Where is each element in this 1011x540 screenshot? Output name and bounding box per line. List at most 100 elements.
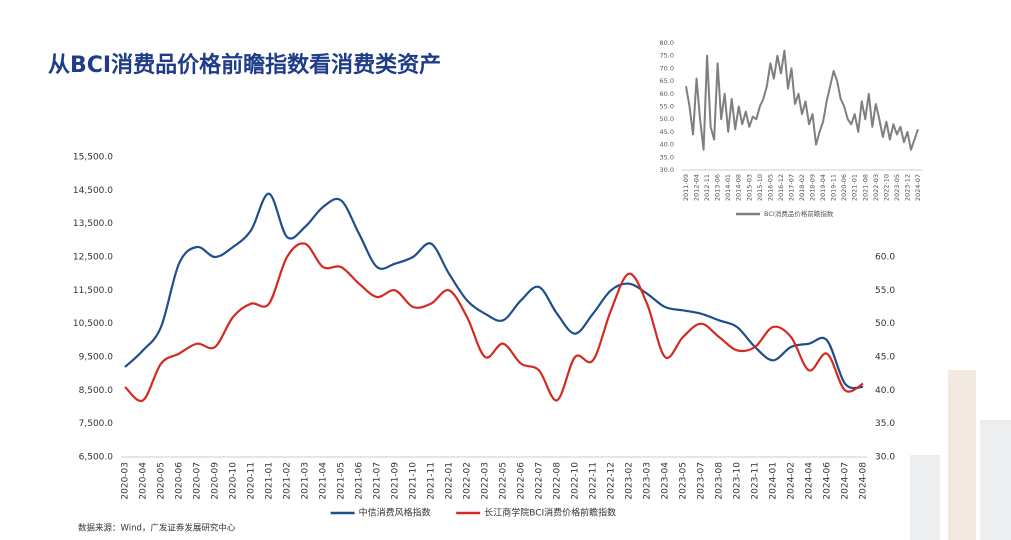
x-tick-label: 2021-01	[265, 462, 275, 500]
data-line	[124, 192, 864, 390]
y-tick-label: 45.0	[660, 128, 674, 136]
y-tick-label: 55.0	[660, 103, 674, 111]
y-tick-label: 9,500.0	[79, 353, 114, 363]
x-tick-label: 2023-12	[903, 174, 911, 201]
legend-label: 中信消费风格指数	[359, 507, 431, 519]
x-tick-label: 2022-07	[535, 462, 545, 500]
x-tick-label: 2022-12	[607, 462, 617, 500]
y-tick-label: 7,500.0	[79, 419, 114, 429]
x-tick-label: 2022-06	[517, 462, 527, 500]
x-tick-label: 2021-01	[851, 174, 859, 201]
x-tick-label: 2020-09	[211, 462, 221, 500]
y-tick-label: 35.0	[660, 153, 674, 161]
x-tick-label: 2022-05	[499, 462, 509, 500]
x-tick-label: 2016-05	[766, 174, 774, 201]
x-tick-label: 2023-05	[893, 174, 901, 201]
x-tick-label: 2020-06	[175, 462, 185, 500]
x-tick-label: 2021-03	[301, 462, 311, 500]
x-tick-label: 2012-04	[693, 174, 701, 201]
y2-tick-label: 45.0	[875, 353, 895, 363]
y-tick-label: 6,500.0	[79, 453, 114, 463]
y2-tick-label: 60.0	[875, 253, 895, 263]
x-tick-label: 2018-02	[798, 174, 806, 201]
x-tick-label: 2014-08	[735, 174, 743, 201]
y-tick-label: 30.0	[660, 166, 674, 174]
y-tick-label: 70.0	[660, 64, 674, 72]
x-tick-label: 2023-03	[643, 462, 653, 500]
x-tick-label: 2022-10	[571, 462, 581, 500]
x-tick-label: 2023-04	[661, 462, 671, 500]
y2-tick-label: 40.0	[875, 386, 895, 396]
x-tick-label: 2021-07	[373, 462, 383, 500]
source-note: 数据来源：Wind，广发证券发展研究中心	[78, 523, 236, 534]
y-tick-label: 75.0	[660, 52, 674, 60]
x-tick-label: 2015-03	[745, 174, 753, 201]
x-tick-label: 2023-05	[679, 462, 689, 500]
slide-title: 从BCI消费品价格前瞻指数看消费类资产	[48, 52, 441, 78]
x-tick-label: 2024-01	[769, 462, 779, 500]
y2-tick-label: 30.0	[875, 453, 895, 463]
x-tick-label: 2014-01	[724, 174, 732, 201]
x-tick-label: 2023-02	[625, 462, 635, 500]
y-tick-label: 12,500.0	[73, 253, 113, 263]
x-tick-label: 2022-10	[882, 174, 890, 201]
x-tick-label: 2022-03	[481, 462, 491, 500]
x-tick-label: 2019-11	[830, 174, 838, 201]
y-tick-label: 40.0	[660, 141, 674, 149]
y-tick-label: 10,500.0	[73, 319, 113, 329]
y-tick-label: 80.0	[660, 39, 674, 47]
x-tick-label: 2024-08	[859, 462, 869, 500]
y-tick-label: 60.0	[660, 90, 674, 98]
data-line	[685, 49, 919, 151]
y-tick-label: 15,500.0	[73, 153, 113, 163]
y-tick-label: 13,500.0	[73, 219, 113, 229]
x-tick-label: 2020-03	[121, 462, 131, 500]
x-tick-label: 2019-04	[819, 174, 827, 201]
x-tick-label: 2022-08	[553, 462, 563, 500]
x-tick-label: 2022-11	[589, 462, 599, 500]
x-tick-label: 2020-11	[247, 462, 257, 500]
x-tick-label: 2016-12	[777, 174, 785, 201]
x-tick-label: 2022-01	[445, 462, 455, 500]
x-tick-label: 2021-02	[283, 462, 293, 500]
background-building	[910, 370, 1011, 540]
x-tick-label: 2021-10	[409, 462, 419, 500]
x-tick-label: 2020-05	[157, 462, 167, 500]
x-tick-label: 2020-06	[840, 174, 848, 201]
x-tick-label: 2024-07	[841, 462, 851, 500]
x-tick-label: 2011-09	[682, 174, 690, 201]
x-tick-label: 2023-10	[733, 462, 743, 500]
x-tick-label: 2023-07	[697, 462, 707, 500]
x-tick-label: 2020-10	[229, 462, 239, 500]
x-tick-label: 2021-04	[319, 462, 329, 500]
x-tick-label: 2021-06	[355, 462, 365, 500]
x-tick-label: 2013-06	[714, 174, 722, 201]
data-line	[124, 242, 864, 403]
legend-label: 长江商学院BCI消费价格前瞻指数	[484, 507, 616, 519]
x-tick-label: 2023-08	[715, 462, 725, 500]
y-tick-label: 11,500.0	[73, 286, 113, 296]
x-tick-label: 2021-11	[427, 462, 437, 500]
y-tick-label: 14,500.0	[73, 186, 113, 196]
x-tick-label: 2024-04	[805, 462, 815, 500]
y-tick-label: 65.0	[660, 77, 674, 85]
x-tick-label: 2021-05	[337, 462, 347, 500]
x-tick-label: 2022-02	[463, 462, 473, 500]
x-tick-label: 2021-08	[861, 174, 869, 201]
y2-tick-label: 55.0	[875, 286, 895, 296]
x-tick-label: 2020-04	[139, 462, 149, 500]
x-tick-label: 2015-10	[756, 174, 764, 201]
x-tick-label: 2020-07	[193, 462, 203, 500]
x-tick-label: 2018-09	[809, 174, 817, 201]
x-tick-label: 2024-06	[823, 462, 833, 500]
y2-tick-label: 35.0	[875, 419, 895, 429]
x-tick-label: 2024-02	[787, 462, 797, 500]
x-tick-label: 2021-09	[391, 462, 401, 500]
x-tick-label: 2017-07	[787, 174, 795, 201]
legend-label: BCI消费品价格前瞻指数	[764, 209, 834, 218]
x-tick-label: 2024-07	[914, 174, 922, 201]
y2-tick-label: 50.0	[875, 319, 895, 329]
x-tick-label: 2012-11	[703, 174, 711, 201]
